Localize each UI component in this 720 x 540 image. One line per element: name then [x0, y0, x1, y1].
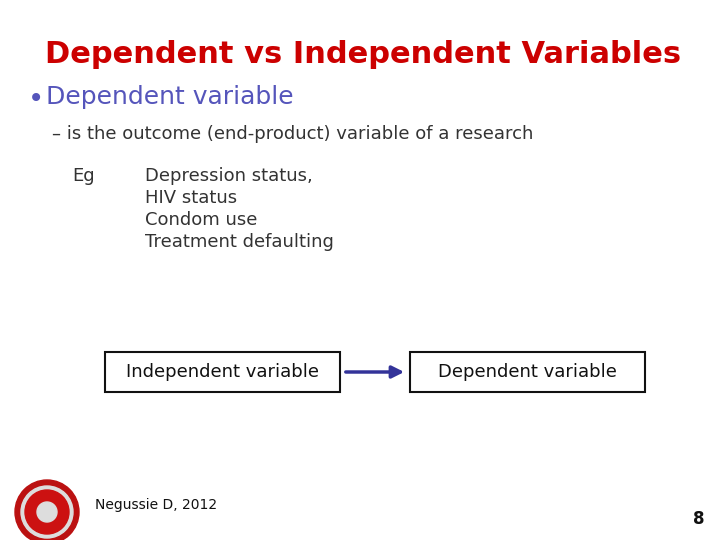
Text: Depression status,: Depression status,: [145, 167, 312, 185]
Text: Dependent vs Independent Variables: Dependent vs Independent Variables: [45, 40, 681, 69]
Circle shape: [37, 502, 57, 522]
Bar: [105, 352, 340, 392]
Circle shape: [15, 480, 79, 540]
Text: HIV status: HIV status: [145, 189, 237, 207]
FancyArrowPatch shape: [346, 367, 400, 377]
Text: Dependent variable: Dependent variable: [438, 363, 617, 381]
Text: – is the outcome (end-product) variable of a research: – is the outcome (end-product) variable …: [52, 125, 534, 143]
Text: Treatment defaulting: Treatment defaulting: [145, 233, 334, 251]
Bar: [410, 352, 645, 392]
Text: 8: 8: [693, 510, 705, 528]
Text: Eg: Eg: [72, 167, 94, 185]
Circle shape: [25, 490, 69, 534]
Text: Dependent variable: Dependent variable: [46, 85, 294, 109]
Text: Independent variable: Independent variable: [126, 363, 319, 381]
Text: Condom use: Condom use: [145, 211, 257, 229]
Text: Negussie D, 2012: Negussie D, 2012: [95, 498, 217, 512]
Text: •: •: [28, 85, 44, 113]
Circle shape: [21, 486, 73, 538]
